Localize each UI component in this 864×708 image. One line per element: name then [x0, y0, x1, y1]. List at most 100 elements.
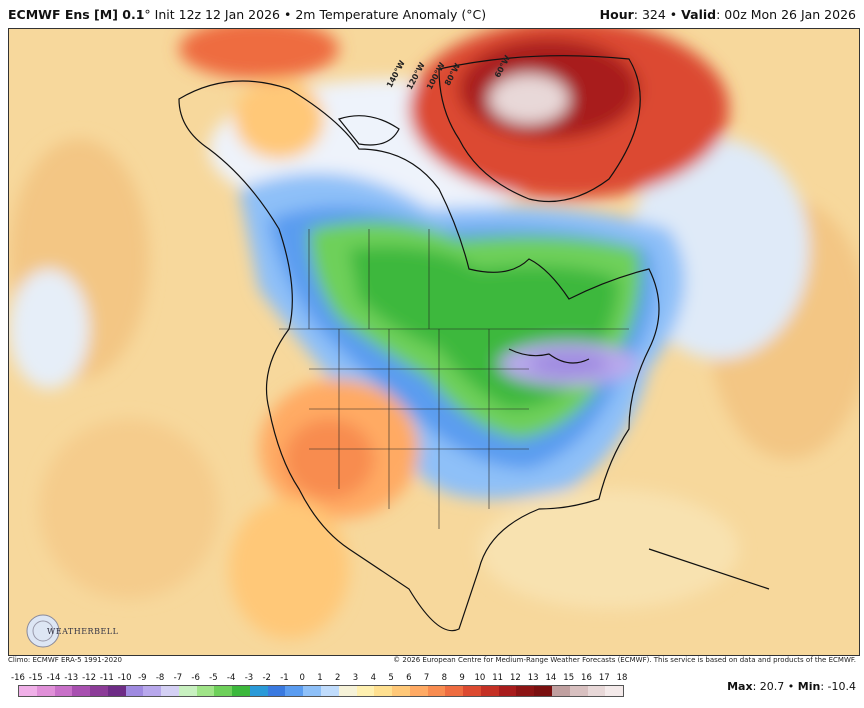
- map-title: ECMWF Ens [M] 0.1° Init 12z 12 Jan 2026 …: [8, 7, 486, 22]
- scale-swatch: [267, 686, 286, 696]
- anomaly-map[interactable]: 140°W 120°W 100°W 80°W 60°W WEATHERBELL: [8, 28, 860, 656]
- scale-swatch: [427, 686, 446, 696]
- borders: [279, 229, 629, 529]
- scale-swatch: [72, 686, 91, 696]
- scale-swatch: [534, 686, 552, 696]
- scale-label: -3: [244, 673, 254, 683]
- scale-swatch: [178, 686, 197, 696]
- scale-label: 9: [459, 673, 465, 683]
- scale-swatch: [232, 686, 250, 696]
- scale-swatch: [445, 686, 464, 696]
- scale-label: -7: [173, 673, 183, 683]
- scale-swatch: [463, 686, 481, 696]
- hour-value: : 324: [633, 7, 666, 22]
- scale-swatch: [214, 686, 233, 696]
- max-min-stats: Max: 20.7 • Min: -10.4: [727, 680, 856, 693]
- logo-text: WEATHERBELL: [47, 627, 119, 636]
- scale-label: 12: [509, 673, 521, 683]
- scale-label: -9: [138, 673, 147, 683]
- scale-label: 18: [616, 673, 628, 683]
- scale-label: 15: [563, 673, 575, 683]
- scale-label: -15: [28, 673, 43, 683]
- scale-swatch: [321, 686, 339, 696]
- map-header: ECMWF Ens [M] 0.1° Init 12z 12 Jan 2026 …: [0, 0, 864, 28]
- max-value: : 20.7: [752, 680, 785, 693]
- model-name: ECMWF Ens [M] 0.1: [8, 7, 145, 22]
- scale-label: -16: [11, 673, 25, 683]
- scale-swatch: [54, 686, 73, 696]
- scale-label: 7: [423, 673, 430, 683]
- scale-labels: -16 -15 -14 -13 -12 -11 -10 -9 -8 -7 -6 -5 -4 -3 -2 -1 0…: [11, 673, 628, 684]
- scale-label: 0: [299, 673, 305, 683]
- scale-label: 5: [388, 673, 394, 683]
- scale-swatch: [480, 686, 499, 696]
- scale-label: -5: [209, 673, 218, 683]
- weatherbell-logo: [26, 614, 60, 648]
- scale-swatch: [338, 686, 357, 696]
- scale-swatch: [605, 686, 624, 696]
- coastlines: [178, 55, 770, 632]
- scale-swatch: [551, 686, 570, 696]
- scale-swatch: [90, 686, 108, 696]
- separator: •: [787, 680, 795, 693]
- scale-label: 10: [474, 673, 486, 683]
- scale-label: -1: [280, 673, 289, 683]
- scale-label: 14: [545, 673, 557, 683]
- field-name: 2m Temperature Anomaly (°C): [295, 7, 487, 22]
- scale-label: 3: [352, 673, 359, 683]
- scale-swatch: [516, 686, 535, 696]
- map-canvas: [9, 29, 859, 655]
- scale-label: 1: [317, 673, 323, 683]
- scale-swatch: [285, 686, 304, 696]
- scale-swatch: [569, 686, 588, 696]
- scale-swatch: [143, 686, 162, 696]
- climo-credit: Climo: ECMWF ERA-5 1991-2020: [8, 656, 122, 664]
- init-time: Init 12z 12 Jan 2026: [154, 7, 280, 22]
- scale-label: -8: [155, 673, 165, 683]
- separator: •: [283, 7, 292, 22]
- scale-bar: [18, 685, 624, 697]
- min-label: Min: [797, 680, 821, 693]
- color-scale: -16 -15 -14 -13 -12 -11 -10 -9 -8 -7 -6 -5 -4 -3 -2 -1 0…: [11, 673, 628, 703]
- max-label: Max: [727, 680, 753, 693]
- scale-swatch: [409, 686, 428, 696]
- scale-label: -11: [99, 673, 114, 683]
- anomaly-field: [9, 29, 859, 639]
- scale-label: -4: [226, 673, 236, 683]
- scale-swatch: [107, 686, 126, 696]
- scale-label: 16: [581, 673, 592, 683]
- scale-swatch: [587, 686, 606, 696]
- scale-swatch: [125, 686, 144, 696]
- scale-swatch: [36, 686, 55, 696]
- scale-swatch: [161, 686, 179, 696]
- scale-label: -10: [117, 673, 132, 683]
- scale-label: -14: [46, 673, 61, 683]
- scale-label: -12: [82, 673, 96, 683]
- scale-label: -13: [64, 673, 79, 683]
- scale-label: 11: [492, 673, 504, 683]
- scale-swatch: [303, 686, 322, 696]
- hour-label: Hour: [599, 7, 634, 22]
- valid-value: : 00z Mon 26 Jan 2026: [716, 7, 856, 22]
- scale-swatch: [374, 686, 393, 696]
- degree-mark: °: [144, 7, 151, 22]
- scale-label: 4: [370, 673, 376, 683]
- copyright-credit: © 2026 European Centre for Medium-Range …: [393, 656, 856, 664]
- scale-label: -6: [191, 673, 200, 683]
- scale-label: 8: [441, 673, 448, 683]
- scale-swatch: [498, 686, 517, 696]
- scale-swatch: [249, 686, 268, 696]
- min-value: : -10.4: [820, 680, 856, 693]
- scale-swatch: [19, 686, 37, 696]
- scale-label: 6: [406, 673, 412, 683]
- forecast-time: Hour: 324 • Valid: 00z Mon 26 Jan 2026: [600, 7, 856, 22]
- scale-swatch: [356, 686, 375, 696]
- valid-label: Valid: [681, 7, 717, 22]
- scale-label: 13: [527, 673, 539, 683]
- scale-swatch: [196, 686, 215, 696]
- separator: •: [669, 7, 678, 22]
- scale-label: -2: [262, 673, 271, 683]
- scale-swatch: [392, 686, 410, 696]
- scale-label: 2: [335, 673, 341, 683]
- scale-label: 17: [598, 673, 610, 683]
